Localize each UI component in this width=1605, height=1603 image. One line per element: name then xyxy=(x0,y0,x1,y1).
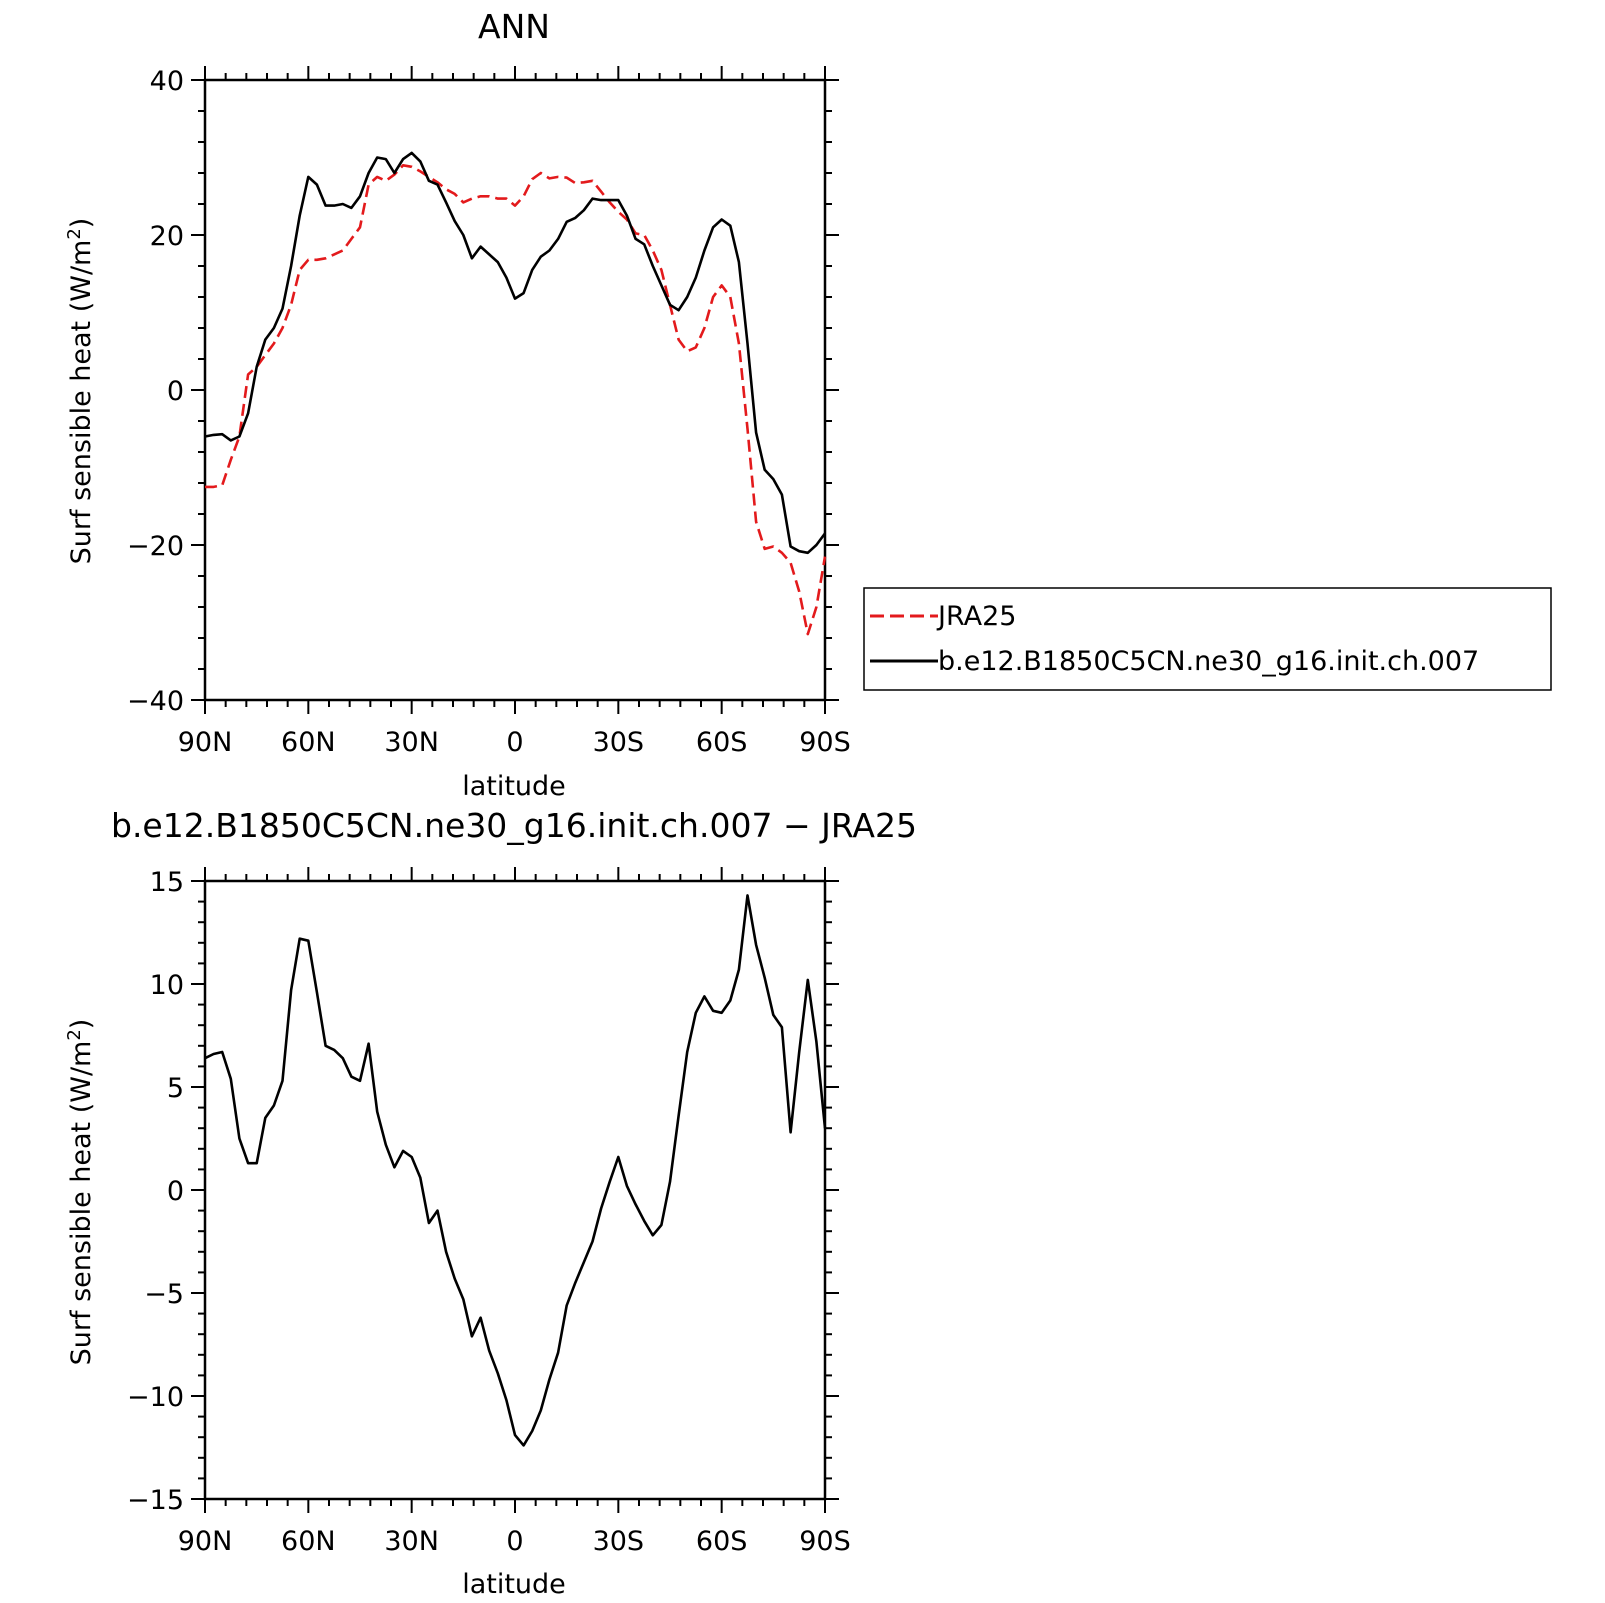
y-axis-label-difference: Surf sensible heat (W/m2) xyxy=(64,1019,97,1366)
series-line-b-e12-b1850c5cn-ne30-g16-init-ch-007 xyxy=(204,151,827,555)
x-axis-label: latitude xyxy=(462,771,566,802)
y-tick-label: −20 xyxy=(127,531,184,562)
ticks xyxy=(191,867,839,1513)
x-tick-label: 60N xyxy=(281,727,336,758)
y-tick-label: −40 xyxy=(127,686,184,717)
legend: JRA25 b.e12.B1850C5CN.ne30_g16.init.ch.0… xyxy=(863,587,1552,691)
chart-title-difference: b.e12.B1850C5CN.ne30_g16.init.ch.007 − J… xyxy=(111,806,917,845)
y-tick-label: 0 xyxy=(167,376,184,407)
x-tick-label: 90N xyxy=(178,1526,233,1557)
chart-panel-difference: b.e12.B1850C5CN.ne30_g16.init.ch.007 − J… xyxy=(64,806,917,1600)
plot-frame xyxy=(203,78,827,702)
x-tick-label: 30N xyxy=(384,727,439,758)
x-tick-label: 90S xyxy=(799,727,851,758)
y-tick-label: −15 xyxy=(127,1485,184,1516)
series-line-jra25 xyxy=(205,164,827,636)
x-tick-label: 60S xyxy=(696,727,748,758)
legend-label-model: b.e12.B1850C5CN.ne30_g16.init.ch.007 xyxy=(938,646,1479,677)
x-tick-label: 0 xyxy=(506,727,523,758)
legend-box xyxy=(863,587,1552,691)
x-tick-label: 60N xyxy=(281,1526,336,1557)
y-tick-label: 40 xyxy=(150,66,184,97)
plot-frame xyxy=(203,879,827,1501)
x-tick-label: 30S xyxy=(593,1526,645,1557)
y-tick-label: 0 xyxy=(167,1176,184,1207)
x-tick-label: 0 xyxy=(506,1526,523,1557)
legend-label-jra25: JRA25 xyxy=(936,601,1016,632)
y-tick-label: 15 xyxy=(150,867,184,898)
x-axis-label-difference: latitude xyxy=(462,1569,566,1600)
y-tick-label: −10 xyxy=(127,1382,184,1413)
y-axis-label: Surf sensible heat (W/m2) xyxy=(64,218,97,565)
x-tick-label: 60S xyxy=(696,1526,748,1557)
y-tick-label: 5 xyxy=(167,1073,184,1104)
series-line-difference xyxy=(204,894,827,1447)
chart-panel-annual: ANN latitude Surf sensible heat (W/m2) 9… xyxy=(64,7,851,802)
x-tick-label: 90N xyxy=(178,727,233,758)
x-tick-label: 30S xyxy=(593,727,645,758)
ticks xyxy=(191,66,839,714)
x-tick-label: 90S xyxy=(799,1526,851,1557)
y-tick-label: −5 xyxy=(144,1279,184,1310)
x-tick-label: 30N xyxy=(384,1526,439,1557)
y-tick-label: 10 xyxy=(150,970,184,1001)
y-tick-label: 20 xyxy=(150,221,184,252)
chart-title: ANN xyxy=(478,7,550,46)
